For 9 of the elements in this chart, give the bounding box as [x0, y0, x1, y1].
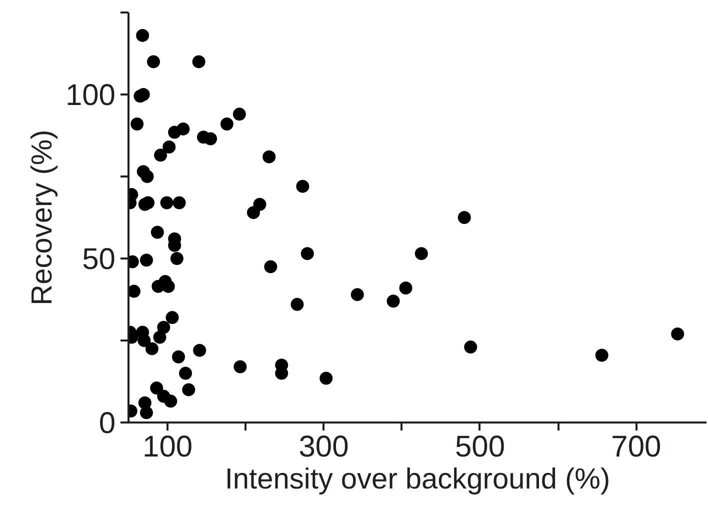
x-axis-title: Intensity over background (%) [224, 464, 610, 496]
y-tick-label: 0 [98, 407, 116, 440]
x-tick-label: 100 [142, 430, 193, 464]
y-axis-title: Recovery (%) [26, 130, 58, 306]
y-tick-label: 100 [65, 79, 116, 112]
x-tick-label: 300 [298, 430, 349, 464]
x-tick-label: 700 [611, 430, 662, 464]
y-tick-label: 50 [82, 243, 116, 276]
x-tick-label: 500 [454, 430, 506, 464]
